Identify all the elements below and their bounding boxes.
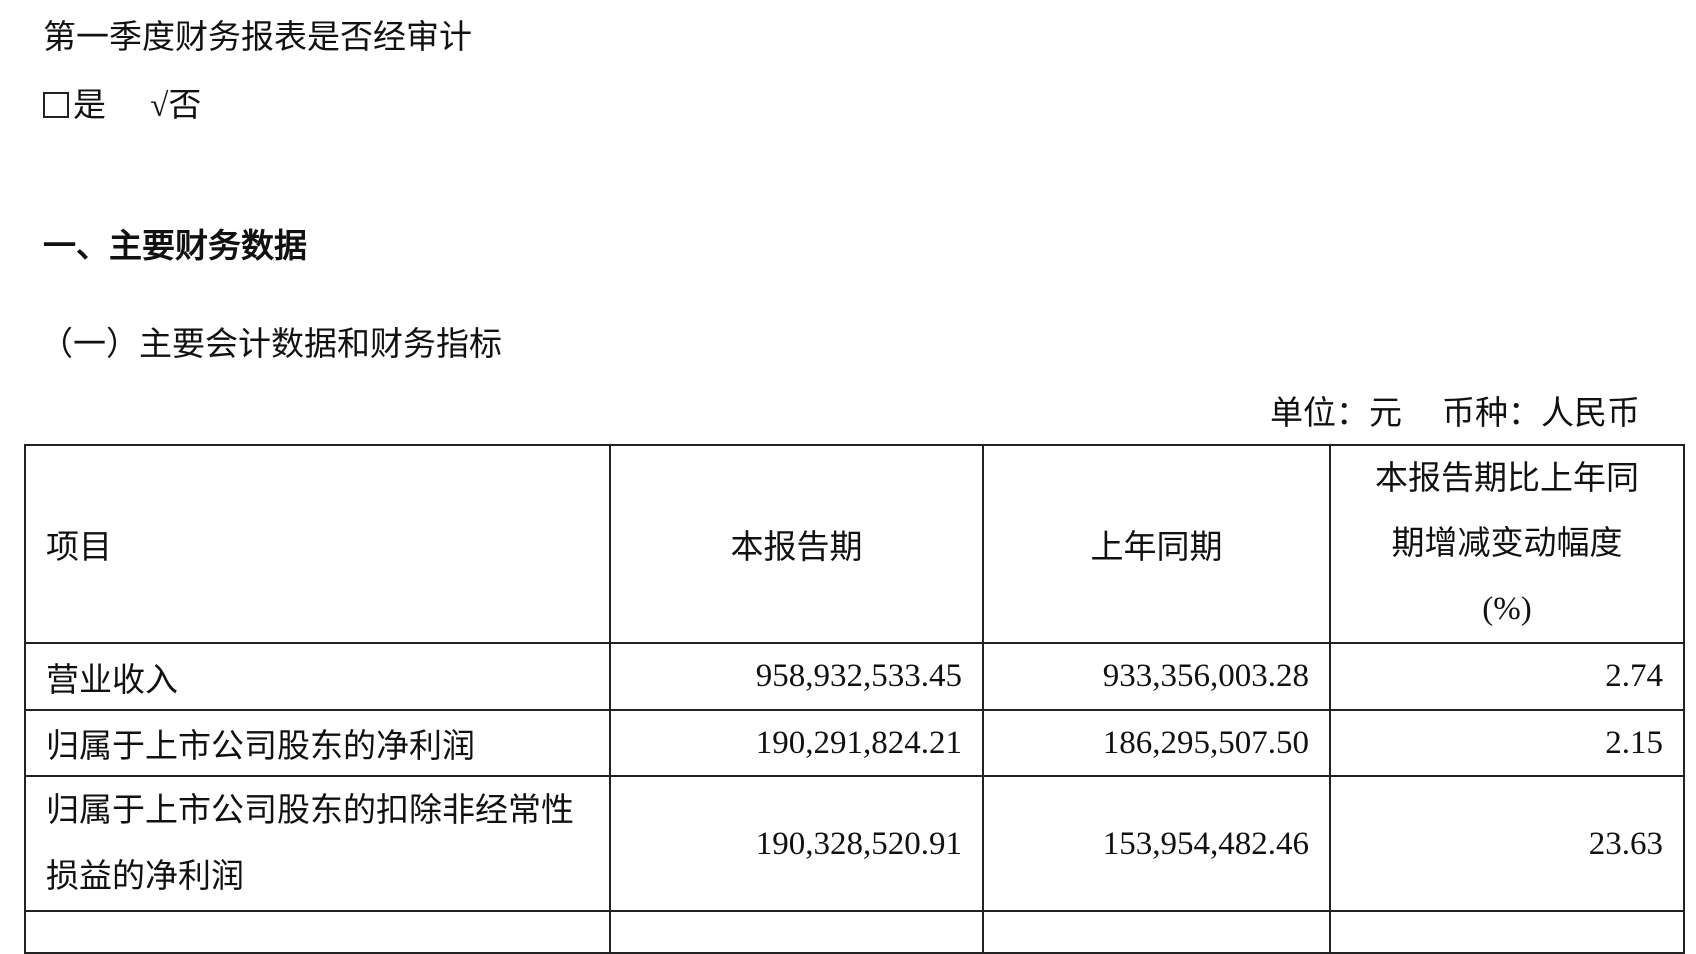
table-row: 营业收入 958,932,533.45 933,356,003.28 2.74 [24,642,1685,711]
header-change-line: 期增减变动幅度 [1391,525,1623,562]
header-change-line: 本报告期比上年同 [1375,460,1639,497]
cell-empty [982,910,1331,954]
cell-current: 958,932,533.45 [609,642,984,711]
cell-item: 归属于上市公司股东的扣除非经常性损益的净利润 [24,775,611,912]
header-current: 本报告期 [609,444,984,644]
cell-change: 23.63 [1329,775,1685,912]
cell-change: 2.74 [1329,642,1685,711]
audit-options: 是 √否 [43,86,201,126]
header-change: 本报告期比上年同 期增减变动幅度 (%) [1329,444,1685,644]
unit-line: 单位：元 币种：人民币 [1270,394,1640,434]
option-no-label: 否 [168,88,202,124]
header-item: 项目 [24,444,611,644]
cell-empty [24,910,611,954]
currency-label: 币种：人民币 [1442,396,1640,432]
header-change-line: (%) [1482,590,1532,627]
section-title: 一、主要财务数据 [43,229,307,265]
financial-data-table: 项目 本报告期 上年同期 本报告期比上年同 期增减变动幅度 (%) 营业收入 9… [24,444,1685,954]
cell-prior: 933,356,003.28 [982,642,1331,711]
option-yes-label: 是 [73,88,106,124]
cell-item: 归属于上市公司股东的净利润 [24,709,611,777]
cell-item: 营业收入 [24,642,611,711]
unit-label: 单位：元 [1270,396,1402,432]
cell-current: 190,328,520.91 [609,775,984,912]
table-row-partial [24,910,1685,954]
cell-current: 190,291,824.21 [609,709,984,777]
cell-empty [609,910,984,954]
table-header-row: 项目 本报告期 上年同期 本报告期比上年同 期增减变动幅度 (%) [24,444,1685,644]
cell-empty [1329,910,1685,954]
check-mark-icon: √ [150,88,169,124]
audit-question: 第一季度财务报表是否经审计 [43,20,472,56]
table-row: 归属于上市公司股东的净利润 190,291,824.21 186,295,507… [24,709,1685,777]
checkbox-yes[interactable] [43,92,69,118]
cell-prior: 153,954,482.46 [982,775,1331,912]
cell-change: 2.15 [1329,709,1685,777]
cell-prior: 186,295,507.50 [982,709,1331,777]
subsection-title: （一）主要会计数据和财务指标 [40,327,502,363]
header-prior: 上年同期 [982,444,1331,644]
table-row: 归属于上市公司股东的扣除非经常性损益的净利润 190,328,520.91 15… [24,775,1685,912]
